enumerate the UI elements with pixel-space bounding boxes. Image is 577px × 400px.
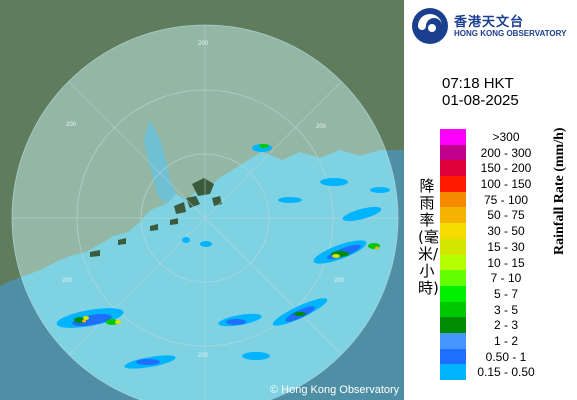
legend-label: 2 - 3 bbox=[493, 318, 518, 333]
legend-row: 0.15 - 0.50 bbox=[440, 364, 542, 380]
legend-label: 0.50 - 1 bbox=[485, 349, 527, 364]
legend-row: >300 bbox=[440, 129, 542, 145]
logo-chinese-name: 香港天文台 bbox=[454, 15, 525, 30]
legend-swatch bbox=[440, 270, 466, 286]
legend-row: 15 - 30 bbox=[440, 238, 542, 255]
range-label: 200 bbox=[198, 353, 209, 359]
hko-logo: 香港天文台 HONG KONG OBSERVATORY bbox=[410, 6, 570, 46]
radar-map-canvas: 200 200 200 200 200 200 bbox=[0, 0, 404, 400]
legend-swatch bbox=[440, 223, 466, 239]
legend-row: 10 - 15 bbox=[440, 254, 542, 271]
radar-coverage-land bbox=[12, 25, 398, 286]
legend-row: 30 - 50 bbox=[440, 223, 542, 239]
legend-swatch bbox=[440, 207, 466, 224]
rainfall-legend: >300 200 - 300 150 - 200 100 - 150 75 - 100 5… bbox=[440, 129, 542, 380]
legend-swatch bbox=[440, 160, 466, 177]
legend-label: 7 - 10 bbox=[490, 271, 522, 286]
range-label: 200 bbox=[316, 124, 327, 130]
river-estuary bbox=[144, 120, 176, 204]
legend-label: 50 - 75 bbox=[487, 208, 525, 223]
legend-title-english: Rainfall Rate (mm/h) bbox=[552, 127, 567, 255]
range-label: 200 bbox=[66, 122, 77, 128]
legend-row: 50 - 75 bbox=[440, 207, 542, 224]
legend-row: 2 - 3 bbox=[440, 317, 542, 333]
legend-swatch bbox=[440, 238, 466, 255]
legend-row: 100 - 150 bbox=[440, 176, 542, 192]
radar-map: 200 200 200 200 200 200 bbox=[0, 0, 404, 400]
range-label: 200 bbox=[62, 278, 73, 284]
rain-echoes bbox=[56, 144, 390, 369]
legend-swatch bbox=[440, 285, 466, 302]
legend-swatch bbox=[440, 176, 466, 192]
legend-row: 1 - 2 bbox=[440, 332, 542, 349]
legend-swatch bbox=[440, 301, 466, 318]
legend-title-chinese: 降雨率(毫米/小時) bbox=[418, 177, 439, 297]
legend-row: 150 - 200 bbox=[440, 160, 542, 177]
legend-label: 75 - 100 bbox=[483, 192, 529, 207]
legend-label: 15 - 30 bbox=[487, 239, 525, 254]
legend-swatch bbox=[440, 144, 466, 161]
observation-time: 07:18 HKT bbox=[442, 75, 514, 92]
observation-date: 01-08-2025 bbox=[442, 92, 519, 109]
legend-swatch bbox=[440, 317, 466, 333]
legend-label: 10 - 15 bbox=[487, 255, 525, 270]
islands bbox=[90, 178, 222, 257]
range-label: 200 bbox=[198, 41, 209, 47]
legend-row: 7 - 10 bbox=[440, 270, 542, 286]
legend-panel: 香港天文台 HONG KONG OBSERVATORY 07:18 HKT 01… bbox=[404, 0, 577, 400]
legend-row: 75 - 100 bbox=[440, 191, 542, 208]
copyright-text: © Hong Kong Observatory bbox=[270, 384, 400, 396]
legend-label: 3 - 5 bbox=[493, 302, 518, 317]
legend-swatch bbox=[440, 129, 466, 145]
legend-swatch bbox=[440, 364, 466, 380]
legend-row: 0.50 - 1 bbox=[440, 348, 542, 365]
legend-label: >300 bbox=[492, 130, 520, 144]
legend-label: 30 - 50 bbox=[487, 224, 525, 239]
hko-logo-icon bbox=[412, 8, 448, 44]
legend-row: 5 - 7 bbox=[440, 285, 542, 302]
range-label: 200 bbox=[334, 278, 345, 284]
legend-label: 150 - 200 bbox=[480, 161, 532, 176]
legend-row: 3 - 5 bbox=[440, 301, 542, 318]
legend-swatch bbox=[440, 254, 466, 271]
legend-swatch bbox=[440, 332, 466, 349]
legend-swatch bbox=[440, 191, 466, 208]
legend-label: 0.15 - 0.50 bbox=[477, 365, 535, 380]
logo-english-name: HONG KONG OBSERVATORY bbox=[454, 29, 567, 38]
legend-swatch bbox=[440, 348, 466, 365]
legend-row: 200 - 300 bbox=[440, 144, 542, 161]
legend-label: 5 - 7 bbox=[493, 286, 518, 301]
legend-label: 1 - 2 bbox=[493, 333, 518, 348]
legend-label: 100 - 150 bbox=[480, 177, 532, 192]
legend-label: 200 - 300 bbox=[480, 145, 532, 160]
